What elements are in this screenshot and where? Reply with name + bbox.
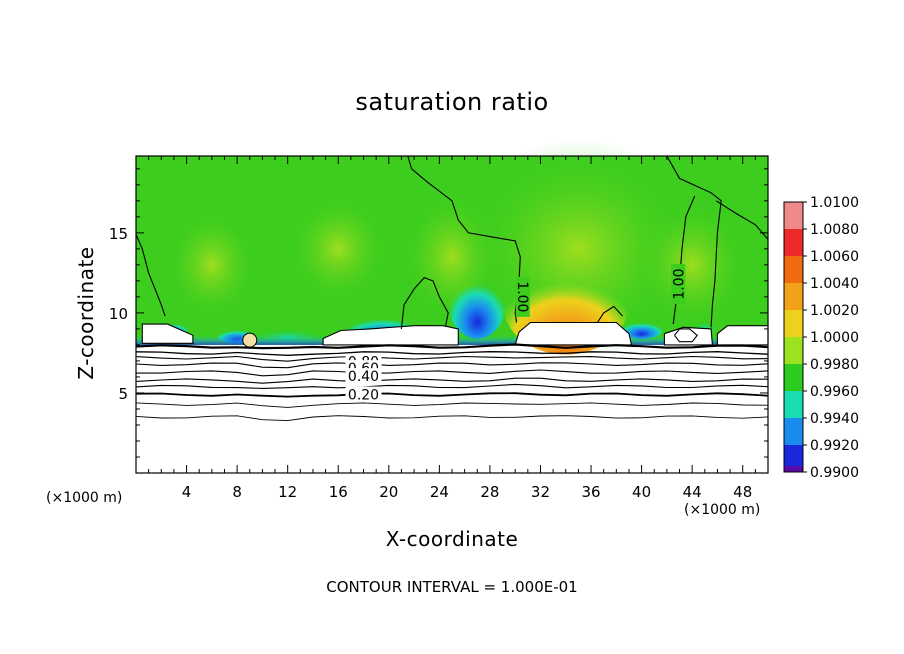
- x-unit-label-left: (×1000 m): [46, 490, 123, 506]
- contour-level-8: [135, 402, 769, 408]
- colorbar-label-7: 0.9960: [810, 384, 859, 400]
- y-ticks: 5 10 15: [109, 168, 768, 458]
- contour-level-7: [135, 392, 769, 398]
- contour-labels: 1.001.000.800.600.400.20: [345, 264, 687, 404]
- colorbar-swatch-7: [784, 391, 803, 418]
- colorbar-label-1: 1.0080: [810, 222, 859, 238]
- y-tick-label-15: 15: [109, 225, 128, 243]
- dry-layer: [136, 344, 768, 473]
- contour-label-bg-0: [515, 276, 530, 317]
- dry-blob-2: [514, 321, 633, 346]
- x-unit-label-right: (×1000 m): [684, 502, 761, 518]
- x-tick-label-12: 12: [278, 483, 297, 501]
- colorbar-swatch-6: [784, 364, 803, 391]
- colorbar-swatch-0: [784, 202, 803, 229]
- x-tick-label-36: 36: [581, 483, 600, 501]
- dry-blob-0: [141, 323, 194, 344]
- contour-label-5: 0.20: [348, 388, 379, 404]
- x-tick-label-8: 8: [232, 483, 242, 501]
- x-ticks: 4 8 12 16 20 24 28 32 36 40 44 48: [148, 156, 756, 501]
- contour-level-0: [135, 343, 769, 350]
- x-tick-label-28: 28: [480, 483, 499, 501]
- colorbar-swatch-5: [784, 337, 803, 364]
- contour-level-1: [135, 351, 769, 356]
- contour-1.00-loop: [400, 277, 449, 329]
- colorbar-swatch-2: [784, 256, 803, 283]
- y-tick-label-10: 10: [109, 305, 128, 323]
- x-tick-label-48: 48: [733, 483, 752, 501]
- colorbar-label-8: 0.9940: [810, 411, 859, 427]
- colorbar: 1.0100 1.0080 1.0060 1.0040 1.0020 1.0000 0.99…: [783, 195, 859, 481]
- contour-label-bg-4: [345, 368, 382, 383]
- yellow-patch-3: [161, 204, 262, 325]
- colorbar-label-10: 0.9900: [810, 465, 859, 481]
- contour-1.00-right-c: [715, 200, 769, 240]
- contour-label-bg-5: [345, 386, 382, 401]
- contour-1.00-right-a: [666, 155, 722, 328]
- contour-interval-label: CONTOUR INTERVAL = 1.000E-01: [326, 578, 578, 596]
- colorbar-swatch-8: [784, 418, 803, 445]
- colorbar-label-4: 1.0020: [810, 303, 859, 319]
- x-axis-label: X-coordinate: [385, 527, 519, 551]
- x-tick-label-4: 4: [182, 483, 192, 501]
- chart-title: saturation ratio: [355, 88, 549, 116]
- saturation-field: [136, 138, 769, 473]
- contour-small-1: [596, 305, 624, 323]
- dry-blob-1: [322, 325, 459, 346]
- x-tick-label-20: 20: [379, 483, 398, 501]
- blue-patch-4: [619, 318, 664, 339]
- colorbar-label-3: 1.0040: [810, 276, 859, 292]
- contour-level-3: [135, 362, 769, 369]
- contour-level-2: [135, 355, 769, 362]
- colorbar-swatch-9: [784, 445, 803, 472]
- y-tick-label-5: 5: [118, 385, 128, 403]
- colorbar-swatch-3: [784, 283, 803, 310]
- contour-lines: [135, 155, 769, 422]
- yellow-patch-2: [632, 194, 753, 335]
- colorbar-swatch-4: [784, 310, 803, 337]
- contour-label-bg-1: [671, 264, 686, 305]
- colorbar-swatch-1: [784, 229, 803, 256]
- contour-label-4: 0.40: [348, 369, 379, 385]
- x-tick-label-40: 40: [632, 483, 651, 501]
- x-tick-label-16: 16: [329, 483, 348, 501]
- yellow-patch-4: [283, 188, 394, 309]
- blue-patch-0: [449, 270, 506, 339]
- colorbar-swatch-last: [784, 466, 803, 472]
- x-tick-label-44: 44: [683, 483, 702, 501]
- contour-small-2: [674, 328, 698, 343]
- contour-level-4: [136, 369, 769, 377]
- colorbar-label-9: 0.9920: [810, 438, 859, 454]
- colorbar-label-5: 1.0000: [810, 330, 859, 346]
- x-tick-label-32: 32: [531, 483, 550, 501]
- contour-1.00-left: [135, 234, 166, 317]
- dry-blob-3: [663, 326, 713, 346]
- colorbar-label-2: 1.0060: [810, 249, 859, 265]
- x-tick-label-24: 24: [430, 483, 449, 501]
- contour-label-0: 1.00: [514, 281, 530, 312]
- contour-label-1: 1.00: [671, 268, 687, 299]
- contour-level-5: [135, 377, 769, 384]
- contour-level-6: [135, 383, 769, 389]
- colorbar-label-6: 0.9980: [810, 357, 859, 373]
- contour-level-9: [135, 415, 769, 422]
- small-blob: [242, 332, 258, 348]
- dry-blob-4: [716, 325, 769, 346]
- colorbar-label-0: 1.0100: [810, 195, 859, 211]
